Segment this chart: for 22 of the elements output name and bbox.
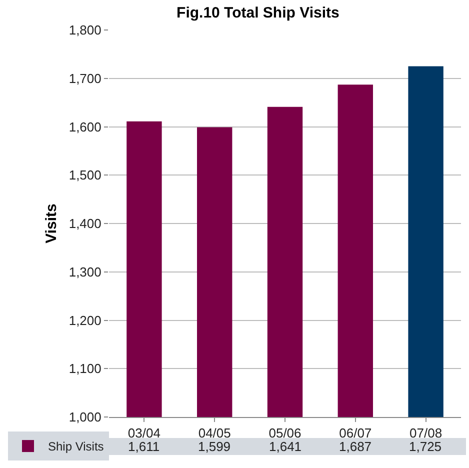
data-label: 1,687 — [339, 439, 372, 454]
y-tick-label: 1,700 — [68, 70, 102, 86]
data-label: 1,725 — [409, 439, 442, 454]
y-tick-label: 1,500 — [68, 168, 102, 183]
data-label: 1,611 — [128, 439, 160, 454]
y-tick-label: 1,800 — [68, 22, 102, 38]
chart-title: Fig.10 Total Ship Visits — [176, 4, 340, 22]
x-tick-label: 05/06 — [268, 426, 302, 441]
y-tick-label: 1,300 — [68, 264, 102, 280]
x-tick-label: 07/08 — [410, 426, 442, 441]
x-tick-label: 04/05 — [198, 426, 231, 441]
y-tick-label: 1,200 — [68, 312, 102, 328]
y-tick-label: 1,100 — [68, 361, 102, 376]
y-tick-label: 1,000 — [68, 410, 102, 425]
legend-label: Ship Visits — [48, 440, 104, 454]
y-axis-title: Visits — [43, 204, 60, 244]
x-tick-label: 06/07 — [339, 426, 372, 441]
data-label: 1,599 — [198, 439, 231, 454]
data-label: 1,641 — [269, 439, 302, 454]
x-tick-label: 03/04 — [128, 426, 160, 441]
y-tick-label: 1,400 — [68, 216, 102, 232]
y-tick-label: 1,600 — [68, 119, 102, 134]
